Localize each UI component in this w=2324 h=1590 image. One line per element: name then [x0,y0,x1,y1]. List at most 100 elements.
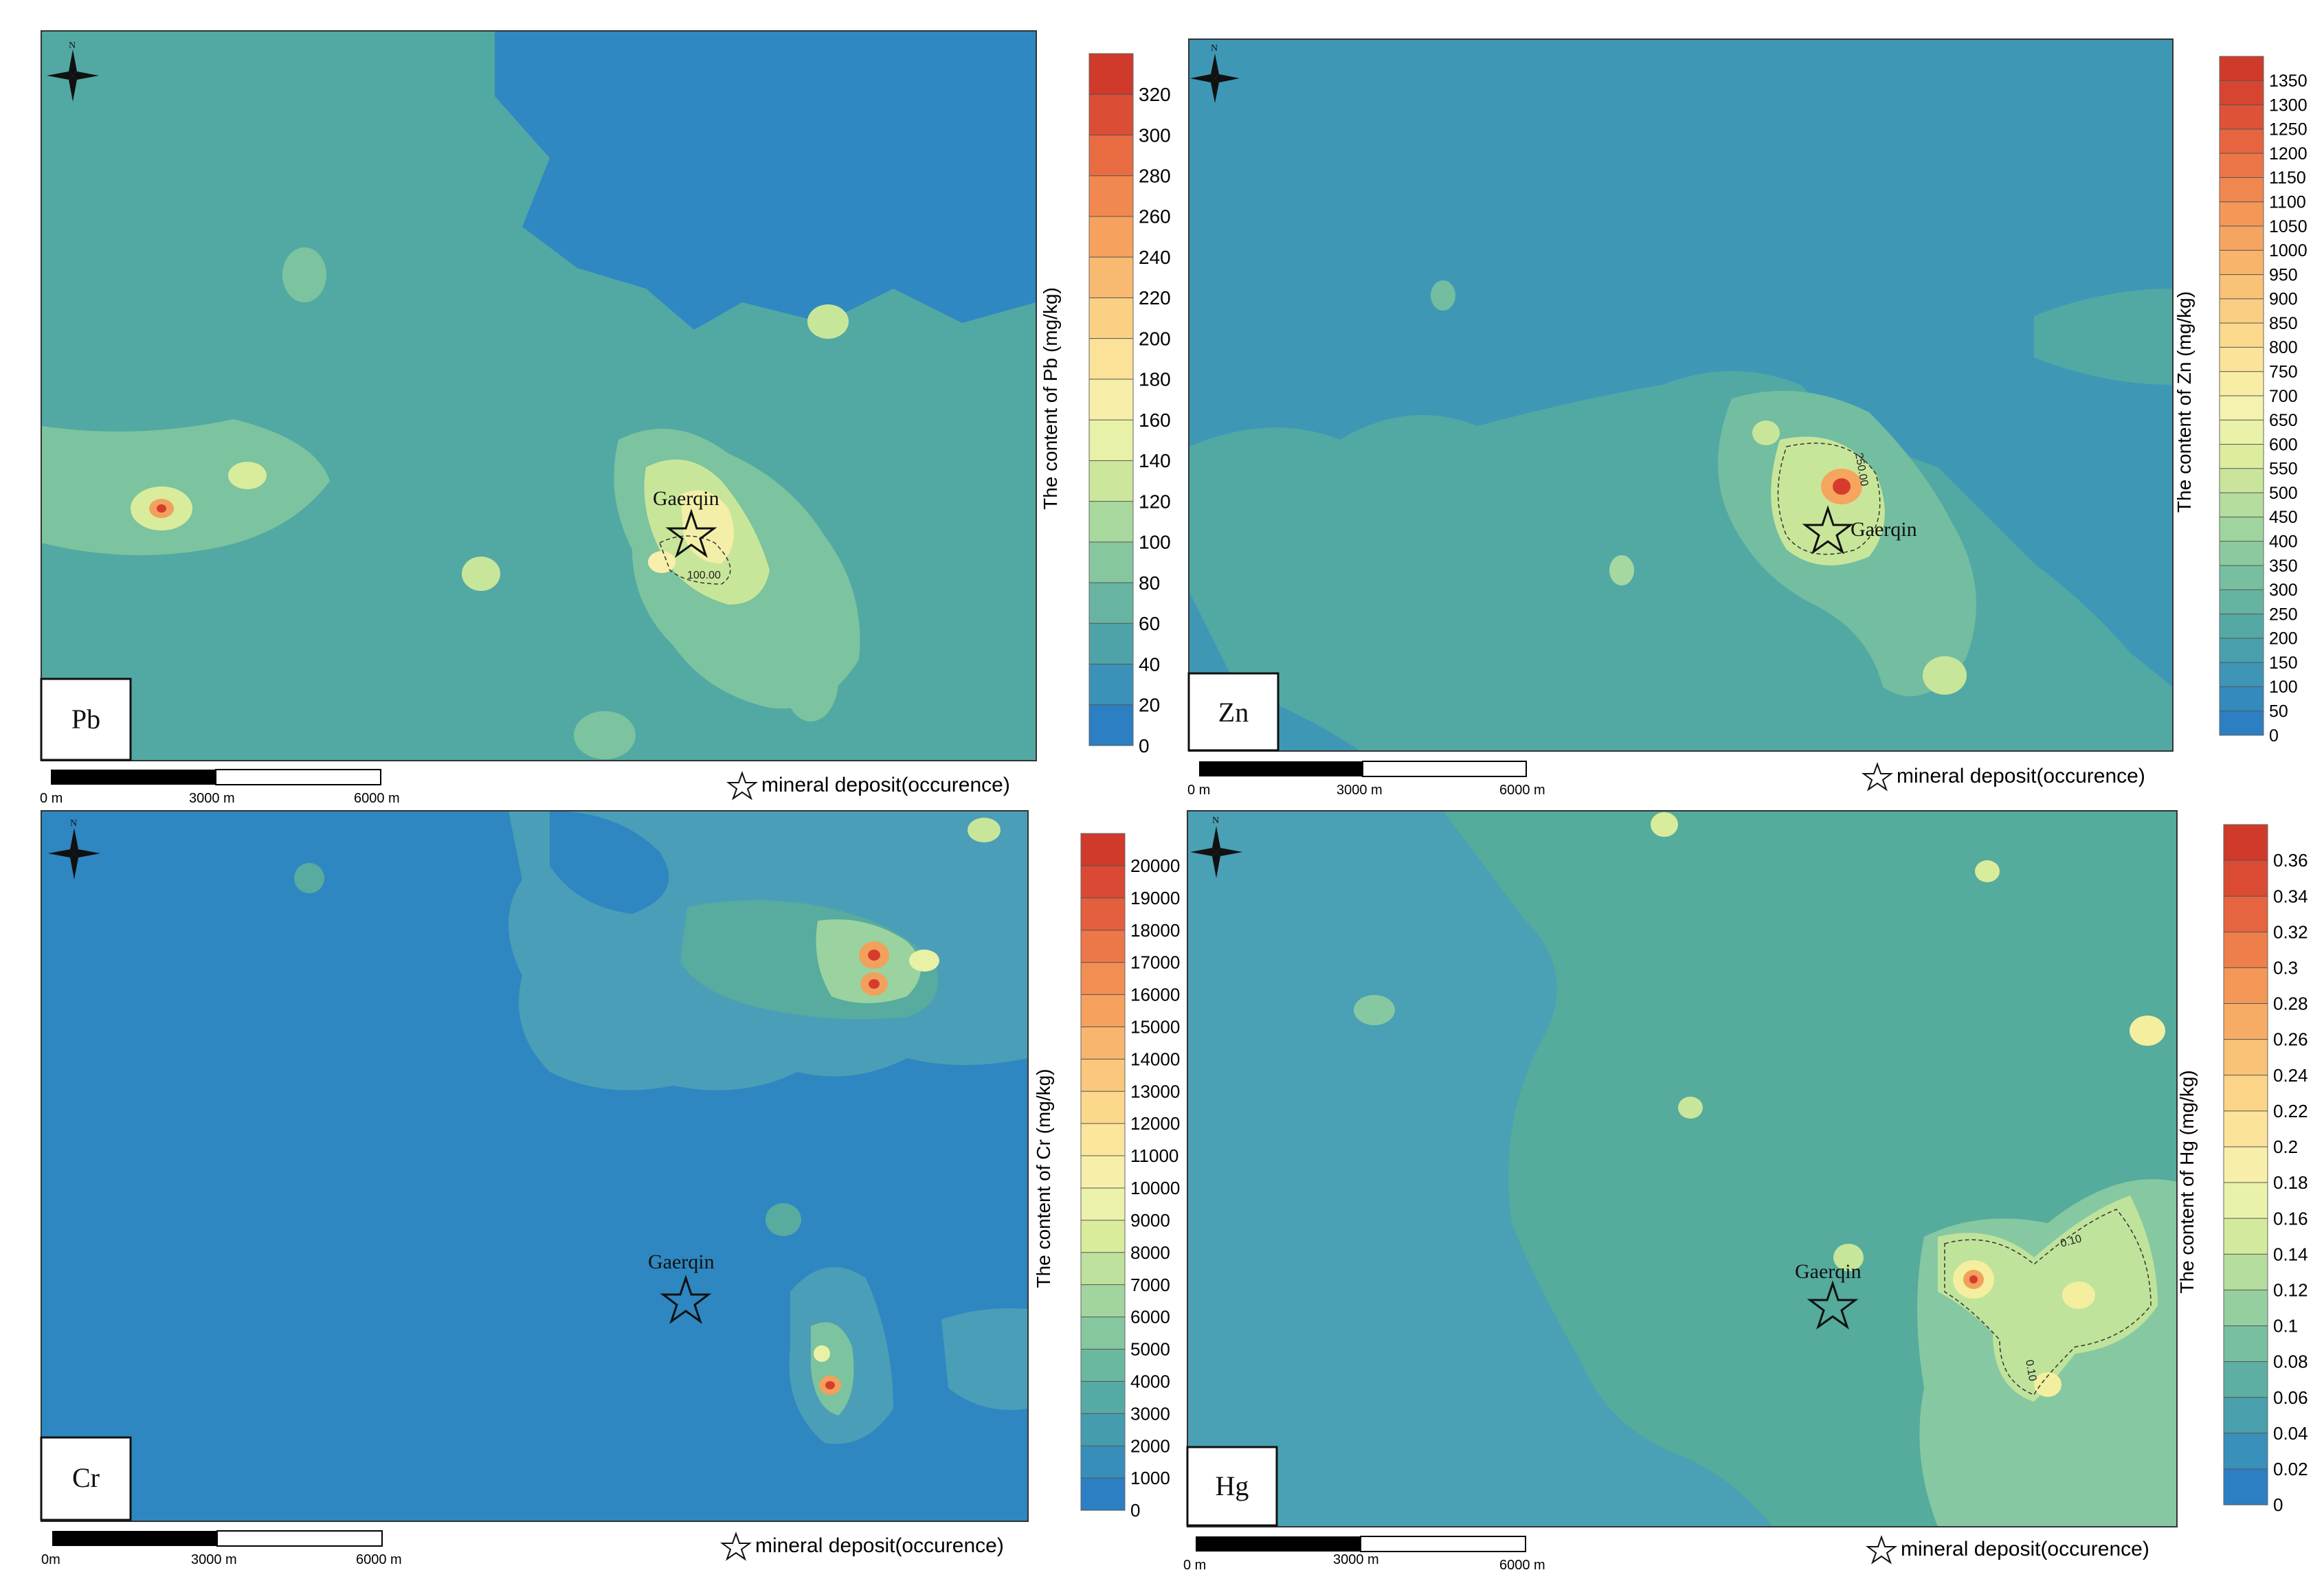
anomaly-zone [294,863,324,893]
star-icon [1807,1280,1859,1330]
colorbar-band [1081,1446,1125,1479]
colorbar-tick-label: 100 [2269,678,2298,697]
colorbar-band [1081,1349,1125,1382]
colorbar: 0 0.02 0.04 0.06 0.08 0.1 0.12 0.14 0.16 0.18 0.2 0… [2223,824,2308,1515]
zone [2034,289,2173,385]
star-icon [1862,762,1893,792]
colorbar-band [2220,226,2264,251]
colorbar-tick-label: 280 [1139,166,1171,187]
colorbar-tick-label: 0.3 [2273,958,2298,978]
scale-bar: 0 m 3000 m 6000 m [1187,761,1545,798]
colorbar-band [1089,216,1133,258]
colorbar-band [2224,860,2268,897]
colorbar-band [1081,1123,1125,1156]
colorbar-band [2220,662,2264,687]
star-icon [1866,1535,1897,1565]
anomaly-zone [648,551,675,573]
colorbar-tick-label: 180 [1139,369,1171,390]
contour-label: 100.00 [687,570,721,581]
colorbar-tick-label: 4000 [1130,1371,1170,1391]
colorbar-band [1081,1478,1125,1511]
scale-label: 3000 m [1333,1552,1379,1567]
colorbar-tick-label: 0.36 [2273,850,2308,871]
colorbar-tick-label: 2000 [1130,1435,1170,1456]
colorbar-tick-label: 0.28 [2273,994,2308,1014]
colorbar-band [2220,493,2264,517]
colorbar-tick-label: 0.2 [2273,1136,2298,1157]
colorbar-tick-label: 150 [2269,653,2298,673]
panel-cr: Gaerqin N Cr 0m 3000 m 6000 m mineral de… [40,810,1180,1567]
colorbar-band [2224,1397,2268,1434]
colorbar-tick-label: 0.22 [2273,1101,2308,1121]
colorbar-band [1089,298,1133,339]
anomaly-zone [1833,1244,1864,1271]
deposit-label: Gaerqin [1851,518,1917,541]
colorbar-tick-label: 250 [2269,605,2298,624]
legend-label: mineral deposit(occurence) [1897,765,2145,787]
element-label: Pb [71,704,100,735]
colorbar-tick-label: 14000 [1130,1049,1180,1069]
colorbar-band [2220,274,2264,300]
colorbar-tick-label: 650 [2269,411,2298,430]
colorbar-tick-label: 100 [1139,532,1171,553]
colorbar-band [1081,1091,1125,1124]
colorbar-band [2224,967,2268,1005]
scale-label: 6000 m [356,1552,402,1567]
colorbar-band [2224,1110,2268,1147]
anomaly-zone [1609,555,1634,585]
contour-line [659,535,731,585]
colorbar-band [1089,175,1133,217]
colorbar-tick-label: 20 [1139,695,1160,716]
colorbar-tick-label: 120 [1139,491,1171,512]
scale-bar: 0 m 3000 m 6000 m [40,769,400,806]
legend: mineral deposit(occurence) [726,771,1010,800]
anomaly-zone [783,639,838,721]
colorbar-tick-label: 800 [2269,338,2298,357]
colorbar-band [2224,1325,2268,1363]
colorbar-band [1089,135,1133,177]
colorbar-band [1089,501,1133,543]
colorbar-label: The content of Zn (mg/kg) [2174,291,2195,513]
colorbar: 0 20 40 60 80 100 120 140 160 180 200 220 240 260 280 3… [1088,53,1171,757]
colorbar-tick-label: 200 [2269,629,2298,649]
colorbar-band [1081,833,1125,866]
anomaly-zone [2130,1016,2165,1046]
panel-hg: 0.10 0.10 Gaerqin N Hg 0 m 3000 m 6000 m [1183,810,2308,1573]
colorbar-tick-label: 19000 [1130,888,1180,908]
colorbar-tick-label: 450 [2269,508,2298,527]
star-icon [720,1532,752,1561]
colorbar-tick-label: 1200 [2269,144,2308,164]
colorbar-band [2220,541,2264,566]
scale-label: 6000 m [354,791,400,806]
colorbar-tick-label: 1250 [2269,120,2308,139]
colorbar-tick-label: 240 [1139,247,1171,268]
colorbar-tick-label: 0.24 [2273,1065,2308,1086]
colorbar-band [2220,323,2264,348]
element-box [1187,672,1280,752]
colorbar-band [1081,962,1125,996]
anomaly-zone [814,1345,830,1362]
anomaly-peak [869,979,880,989]
colorbar-tick-label: 80 [1139,572,1160,594]
legend: mineral deposit(occurence) [1866,1535,2149,1565]
colorbar-band [2220,614,2264,639]
scale-label: 0 m [1187,783,1210,798]
colorbar-band [2224,1361,2268,1398]
colorbar-label: The content of Hg (mg/kg) [2176,1070,2198,1293]
colorbar-band [1081,1317,1125,1350]
anomaly-zone [968,818,1001,842]
scale-label: 3000 m [189,791,235,806]
colorbar-label: The content of Pb (mg/kg) [1040,287,1061,510]
colorbar-tick-label: 40 [1139,653,1160,675]
colorbar-tick-label: 3000 [1130,1403,1170,1424]
anomaly-zone [1651,812,1678,837]
colorbar-band [2220,638,2264,663]
anomaly-zone [766,1203,801,1236]
colorbar-band [1081,994,1125,1027]
north-arrow-icon: N [48,818,100,880]
colorbar-tick-label: 900 [2269,290,2298,309]
deposit-label: Gaerqin [1795,1260,1862,1283]
colorbar-tick-label: 1300 [2269,96,2308,115]
element-label: Cr [72,1462,100,1493]
colorbar-band [1081,1187,1125,1221]
